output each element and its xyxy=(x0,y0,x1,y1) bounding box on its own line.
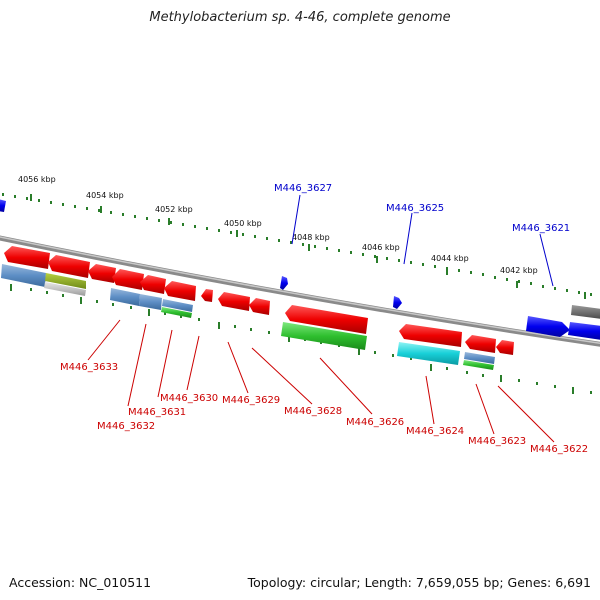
green-track[interactable] xyxy=(281,322,367,350)
gene-arrow-forward[interactable] xyxy=(280,276,288,290)
gene-arrow-reverse[interactable] xyxy=(164,281,196,301)
gene-arrow-reverse[interactable] xyxy=(496,340,514,355)
scale-label: 4044 kbp xyxy=(431,254,469,263)
gene-arrow-reverse[interactable] xyxy=(88,264,116,283)
green-track[interactable] xyxy=(161,307,192,318)
gene-arrow-forward[interactable] xyxy=(393,296,402,309)
cyan-track[interactable] xyxy=(397,342,460,365)
scale-label: 4052 kbp xyxy=(155,205,193,214)
scale-label: 4042 kbp xyxy=(500,266,538,275)
gene-label-reverse: M446_3624 xyxy=(406,426,464,437)
gene-label-reverse: M446_3622 xyxy=(530,444,588,455)
gene-label-reverse: M446_3629 xyxy=(222,395,280,406)
gene-arrow-reverse[interactable] xyxy=(112,269,144,290)
forward-leader-lines xyxy=(291,194,554,287)
genome-title: Methylobacterium sp. 4-46, complete geno… xyxy=(149,10,451,25)
gene-label-reverse: M446_3633 xyxy=(60,362,118,373)
gene-arrow-reverse[interactable] xyxy=(285,305,368,334)
gene-arrow-reverse[interactable] xyxy=(4,246,50,269)
gene-label-reverse: M446_3623 xyxy=(468,436,526,447)
gene-arrow-reverse[interactable] xyxy=(465,335,496,353)
scale-label: 4046 kbp xyxy=(362,243,400,252)
lower-tick-row xyxy=(10,284,592,394)
steel-track[interactable] xyxy=(110,288,140,306)
scale-label: 4054 kbp xyxy=(86,191,124,200)
gene-label-forward: M446_3621 xyxy=(512,223,570,234)
gene-arrow-reverse[interactable] xyxy=(201,289,213,302)
gene-label-reverse: M446_3631 xyxy=(128,407,186,418)
gray-track[interactable] xyxy=(571,305,600,319)
genome-backbone xyxy=(0,235,600,347)
gene-arrow-reverse[interactable] xyxy=(399,324,462,347)
forward-gene-arrows xyxy=(280,276,600,340)
scale-label: 4050 kbp xyxy=(224,219,262,228)
gene-label-reverse: M446_3628 xyxy=(284,406,342,417)
steel-track[interactable] xyxy=(139,294,162,310)
steel-track[interactable] xyxy=(464,352,495,364)
reverse-leader-lines xyxy=(87,319,555,443)
upper-tick-row xyxy=(2,193,592,299)
gene-label-reverse: M446_3626 xyxy=(346,417,404,428)
gene-fragment-forward[interactable] xyxy=(0,199,6,212)
gene-arrow-forward[interactable] xyxy=(568,322,600,340)
scale-label: 4056 kbp xyxy=(18,175,56,184)
gene-arrow-reverse[interactable] xyxy=(218,292,250,311)
gene-label-forward: M446_3627 xyxy=(274,183,332,194)
gene-arrow-reverse[interactable] xyxy=(249,298,270,315)
steel-track[interactable] xyxy=(162,299,193,312)
gene-label-forward: M446_3625 xyxy=(386,203,444,214)
gene-label-reverse: M446_3632 xyxy=(97,421,155,432)
gene-arrow-reverse[interactable] xyxy=(48,255,90,278)
accession-text: Accession: NC_010511 xyxy=(9,575,152,590)
green-track[interactable] xyxy=(463,360,494,370)
gene-arrow-reverse[interactable] xyxy=(140,275,166,294)
reverse-gene-arrows xyxy=(4,246,514,355)
olive-track[interactable] xyxy=(45,273,86,289)
annotation-tracks xyxy=(1,264,495,370)
gray-track[interactable] xyxy=(44,282,86,296)
steel-track[interactable] xyxy=(1,264,46,287)
gene-label-reverse: M446_3630 xyxy=(160,393,218,404)
genome-summary-text: Topology: circular; Length: 7,659,055 bp… xyxy=(247,575,591,590)
scale-label: 4048 kbp xyxy=(292,233,330,242)
gene-arrow-forward[interactable] xyxy=(526,316,570,337)
